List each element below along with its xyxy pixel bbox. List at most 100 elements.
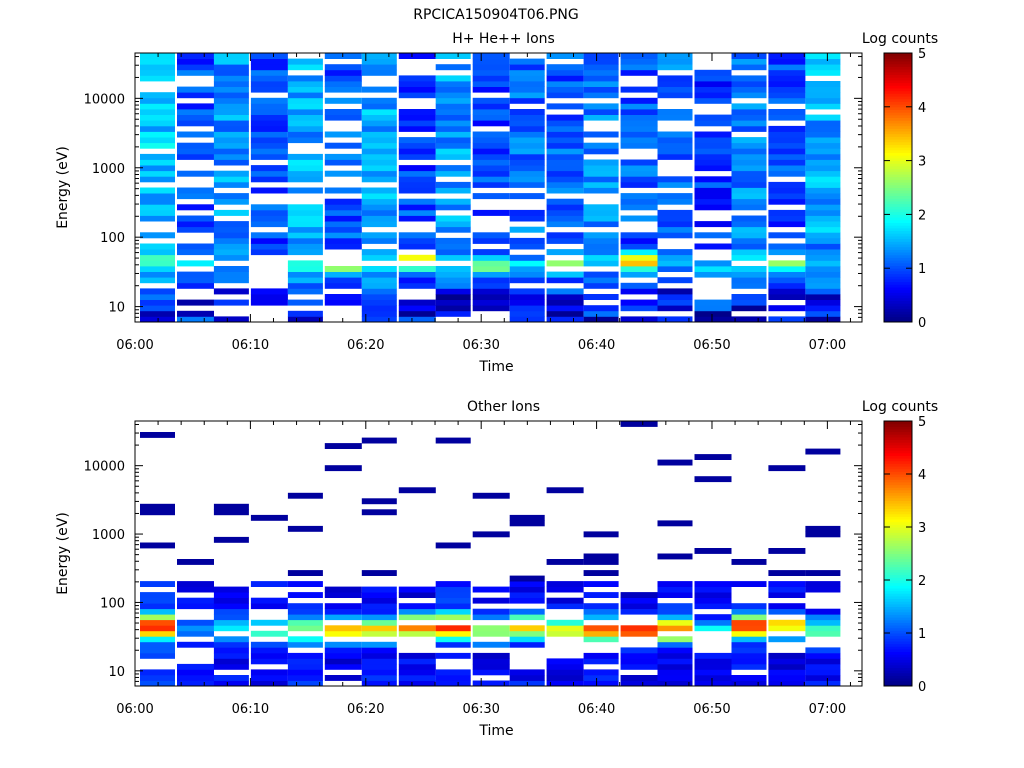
heatmap-cell (583, 271, 619, 278)
heatmap-cell (361, 131, 397, 138)
colorbar-step (884, 524, 912, 528)
heatmap-cell (546, 103, 584, 110)
plot-frame (134, 420, 863, 687)
heatmap-cell (177, 86, 214, 93)
heatmap-cell (287, 131, 323, 138)
heatmap-cell (546, 294, 584, 300)
heatmap-cell (546, 271, 584, 278)
heatmap-cell (546, 487, 584, 494)
colorbar-step (884, 120, 912, 124)
heatmap-cell (361, 310, 397, 317)
heatmap-cell (657, 299, 693, 306)
colorbar-step (884, 587, 912, 592)
colorbar-step (884, 168, 912, 172)
colorbar-step (884, 82, 912, 86)
heatmap-cell (250, 165, 288, 172)
heatmap-cell (250, 619, 288, 626)
colorbar-step (884, 580, 912, 584)
heatmap-cell (324, 215, 362, 222)
heatmap-cell (361, 198, 397, 205)
heatmap-cell (324, 237, 362, 244)
heatmap-cell (177, 170, 214, 177)
heatmap-cell (657, 277, 693, 284)
colorbar-step (884, 574, 912, 578)
colorbar-step (884, 225, 912, 229)
heatmap-cell (140, 153, 175, 160)
heatmap-cell (398, 487, 436, 494)
heatmap-cell (768, 114, 806, 121)
heatmap-cell (620, 86, 658, 93)
heatmap-cell (620, 125, 658, 132)
heatmap-cell (805, 165, 841, 172)
heatmap-cell (140, 675, 175, 681)
heatmap-cell (694, 614, 732, 621)
heatmap-cell (250, 64, 288, 71)
heatmap-cell (213, 125, 249, 132)
heatmap-cell (398, 603, 436, 610)
heatmap-cell (361, 619, 397, 626)
colorbar-step (884, 160, 912, 164)
heatmap-cell (583, 625, 619, 632)
heatmap (140, 421, 841, 687)
heatmap-cell (546, 86, 584, 93)
heatmap-cell (583, 608, 619, 615)
heatmap-cell (768, 652, 806, 659)
heatmap-cell (546, 165, 584, 172)
heatmap-cell (472, 209, 510, 216)
heatmap-cell (731, 559, 767, 565)
heatmap-cell (509, 630, 545, 637)
heatmap-cell (620, 647, 658, 654)
heatmap-cell (768, 97, 806, 104)
heatmap-cell (805, 170, 841, 177)
heatmap-cell (250, 658, 288, 665)
colorbar-step (884, 313, 912, 318)
heatmap-cell (657, 316, 693, 323)
heatmap-cell (398, 198, 436, 205)
heatmap-cell (287, 97, 323, 104)
colorbar-step (884, 206, 912, 210)
heatmap-cell (805, 209, 841, 216)
heatmap-cell (657, 137, 693, 144)
heatmap-cell (583, 232, 619, 239)
heatmap-cell (140, 170, 175, 177)
heatmap-cell (768, 619, 806, 626)
colorbar-step (884, 63, 912, 67)
heatmap-cell (620, 103, 658, 110)
heatmap-cell (768, 581, 806, 587)
heatmap-cell (805, 58, 841, 65)
heatmap-cell (398, 125, 436, 132)
heatmap-cell (583, 294, 619, 300)
heatmap-cell (472, 663, 510, 670)
heatmap-cell (694, 176, 732, 183)
heatmap-cell (177, 243, 214, 250)
heatmap-cell (250, 581, 288, 587)
heatmap-cell (509, 193, 545, 200)
heatmap-cell (287, 243, 323, 250)
heatmap-cell (287, 176, 323, 183)
heatmap-cell (768, 221, 806, 228)
heatmap-cell (694, 159, 732, 166)
x-axis-label: Time (478, 723, 513, 739)
heatmap-cell (287, 137, 323, 144)
heatmap-cell (213, 316, 249, 323)
heatmap-cell (583, 170, 619, 177)
heatmap-cell (509, 514, 545, 521)
colorbar-step (884, 426, 912, 430)
heatmap-cell (583, 209, 619, 216)
x-tick-label: 06:20 (347, 702, 384, 717)
colorbar-step (884, 497, 912, 501)
heatmap-cell (361, 299, 397, 306)
heatmap-cell (250, 514, 288, 521)
colorbar-step (884, 182, 912, 186)
heatmap-cell (140, 232, 175, 239)
colorbar-step (884, 442, 912, 446)
heatmap-cell (620, 232, 658, 239)
heatmap-cell (398, 120, 436, 127)
heatmap-cell (620, 299, 658, 306)
x-tick-label: 06:40 (578, 702, 615, 717)
heatmap-cell (657, 614, 693, 621)
heatmap-cell (509, 58, 545, 65)
heatmap-cell (694, 260, 732, 267)
heatmap-cell (657, 658, 693, 665)
colorbar-step (884, 569, 912, 573)
